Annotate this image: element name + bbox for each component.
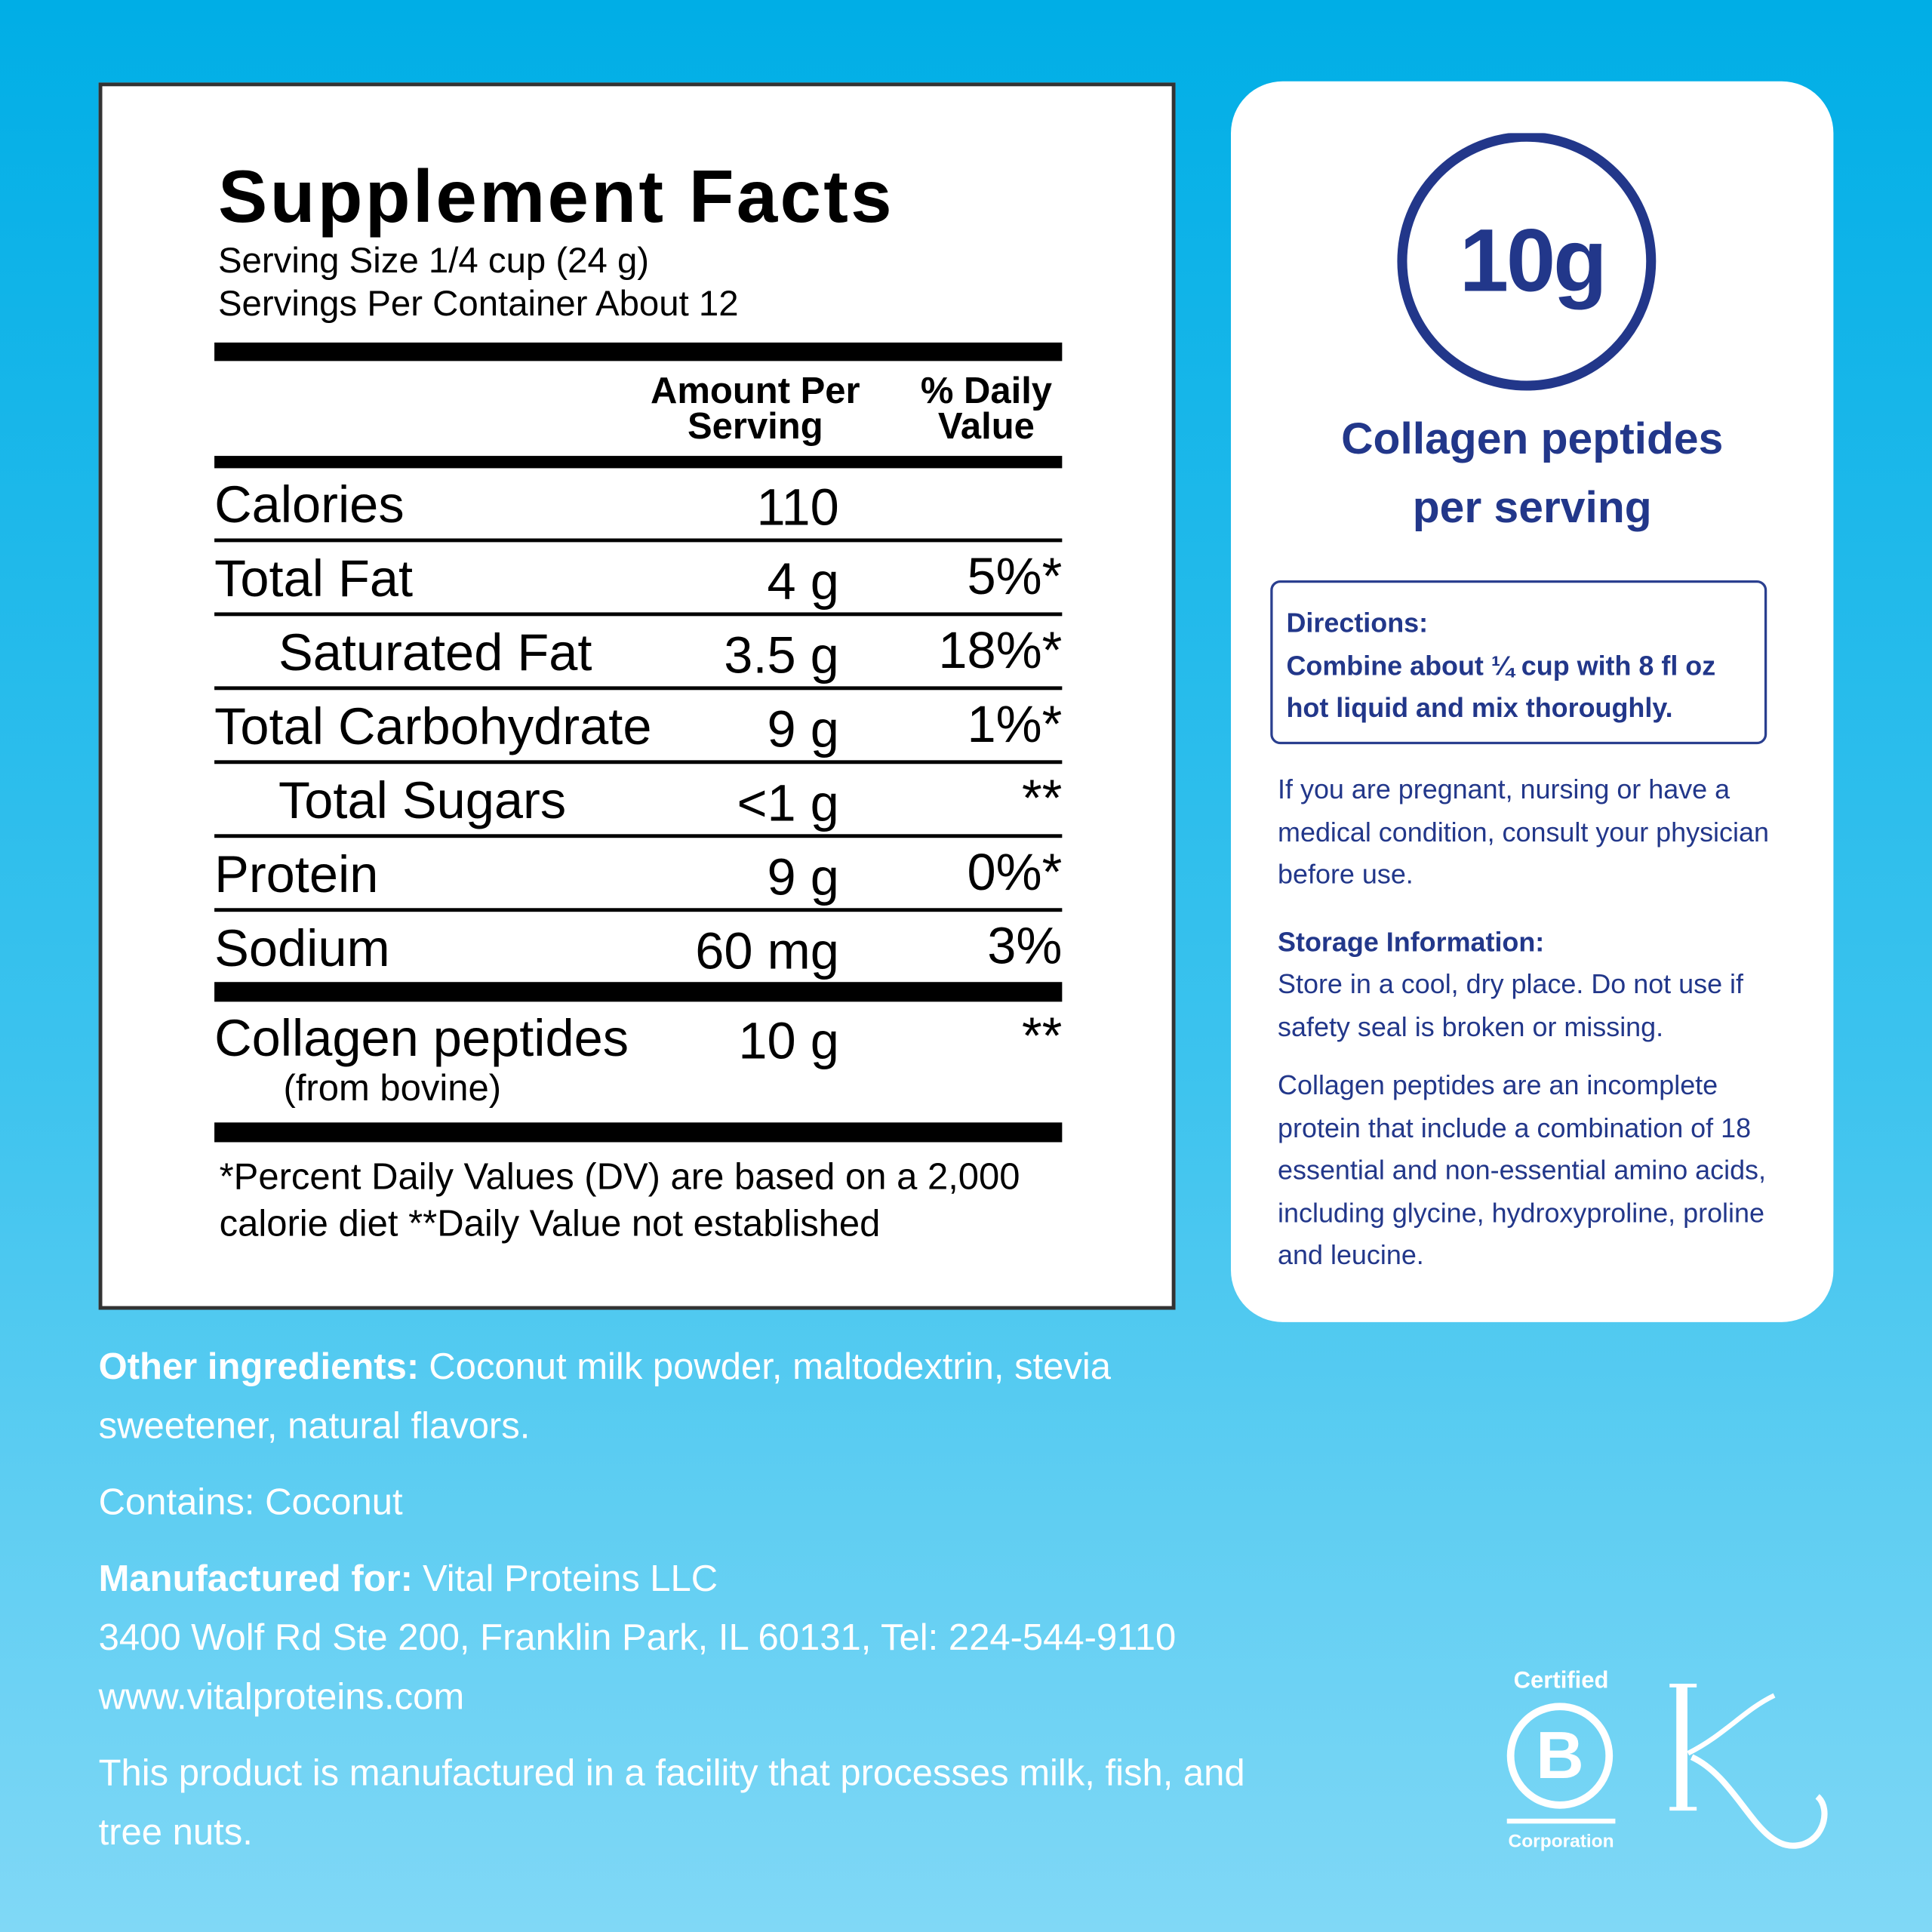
highlight-amount: 10g: [1459, 211, 1607, 311]
servings-per-container: Servings Per Container About 12: [217, 285, 739, 325]
nutrient-row: Saturated Fat 3.5 g 18%*: [214, 616, 1063, 691]
nutrient-row: Collagen peptides (from bovine) 10 g **: [214, 1001, 1062, 1122]
nutrient-row: Total Carbohydrate 9 g 1%*: [214, 690, 1062, 764]
ingredients-label: Other ingredients:: [98, 1346, 420, 1388]
nutrient-daily-value: 18%*: [938, 620, 1063, 679]
bcorp-rule: [1506, 1818, 1616, 1824]
k-logo: [1669, 1684, 1828, 1849]
thick-rule: [214, 982, 1063, 1002]
nutrient-daily-value: **: [1021, 768, 1063, 827]
bcorp-circle: [1506, 1703, 1614, 1809]
k-serifs: [1669, 1684, 1697, 1811]
storage-heading: Storage Information:: [1278, 926, 1545, 958]
nutrient-row: Total Sugars <1 g **: [214, 764, 1062, 838]
contains: Contains: Coconut: [98, 1482, 403, 1523]
manufacturer-address: 3400 Wolf Rd Ste 200, Franklin Park, IL …: [98, 1617, 1177, 1659]
nutrient-name: Total Fat: [214, 549, 414, 608]
nutrient-daily-value: **: [1021, 1006, 1063, 1065]
nutrient-table: Calories 110 Total Fat 4 g 5%* Saturated Fat 3…: [214, 468, 1062, 1247]
manufacturer-name: Vital Proteins LLC: [423, 1558, 718, 1600]
bcorp-bottom: Corporation: [1509, 1831, 1614, 1851]
thick-rule: [214, 1122, 1063, 1143]
circle-ring: [1397, 133, 1657, 391]
supplement-facts-panel: Supplement Facts Serving Size 1/4 cup (2…: [98, 82, 1176, 1310]
nutrient-name: Saturated Fat: [278, 623, 592, 681]
nutrient-amount: 3.5 g: [724, 626, 839, 685]
nutrient-name: Total Sugars: [278, 771, 567, 829]
nutrient-daily-value: 0%*: [967, 842, 1063, 901]
thick-rule: [214, 342, 1063, 361]
warning: If you are pregnant, nursing or have a m…: [1278, 774, 1769, 890]
nutrient-amount: 9 g: [767, 848, 839, 906]
nutrient-amount: 110: [756, 478, 839, 537]
nutrient-name: Protein: [214, 845, 379, 903]
serving-size: Serving Size 1/4 cup (24 g): [217, 242, 650, 281]
directions-box: Directions: Combine about ¼ cup with 8 f…: [1270, 580, 1767, 745]
manufacturer-label: Manufactured for:: [98, 1558, 413, 1600]
collagen-note: Collagen peptides are an incomplete prot…: [1278, 1069, 1766, 1271]
medium-rule: [214, 456, 1063, 469]
nutrient-row: Protein 9 g 0%*: [214, 838, 1062, 912]
nutrient-amount: 4 g: [767, 552, 839, 611]
nutrient-row: Total Fat 4 g 5%*: [214, 542, 1063, 617]
nutrient-note: (from bovine): [283, 1068, 502, 1109]
facts-title: Supplement Facts: [217, 155, 894, 238]
nutrient-name: Sodium: [214, 918, 390, 977]
daily-value-header: % Daily Value: [920, 371, 1053, 448]
nutrient-name: Total Carbohydrate: [214, 697, 652, 755]
nutrient-amount: 9 g: [767, 700, 839, 758]
amount-header: Amount Per Serving: [651, 371, 860, 448]
storage-text: Store in a cool, dry place. Do not use i…: [1278, 968, 1743, 1042]
directions: Directions: Combine about ¼ cup with 8 f…: [1273, 583, 1761, 730]
footnote: *Percent Daily Values (DV) are based on …: [219, 1157, 1020, 1244]
nutrient-amount: <1 g: [737, 774, 839, 832]
k-leg: [1690, 1754, 1828, 1849]
nutrient-name: Calories: [214, 475, 405, 534]
nutrient-row: Sodium 60 mg 3%: [214, 912, 1062, 982]
bcorp-top: Certified: [1514, 1667, 1609, 1694]
nutrient-name: Collagen peptides: [214, 1009, 629, 1067]
ingredients-text: Coconut milk powder, maltodextrin, stevi…: [98, 1346, 1112, 1447]
info-card: 10g Collagen peptides per serving Direct…: [1231, 81, 1834, 1322]
manufacturer: Manufactured for: Vital Proteins LLC: [99, 1550, 718, 1609]
allergen-note: This product is manufactured in a facili…: [98, 1753, 1245, 1854]
directions-text: Combine about ¼ cup with 8 fl oz hot liq…: [1286, 650, 1716, 724]
directions-heading: Directions:: [1286, 607, 1429, 638]
nutrient-amount: 10 g: [738, 1011, 839, 1070]
k-arm: [1687, 1693, 1776, 1756]
bcorp-letter: B: [1536, 1718, 1584, 1792]
nutrient-daily-value: 1%*: [967, 694, 1063, 753]
nutrient-amount: 60 mg: [695, 921, 839, 980]
highlight-label: Collagen peptides per serving: [1341, 412, 1724, 533]
amount-circle: [1397, 133, 1657, 391]
nutrient-daily-value: 5%*: [967, 546, 1063, 605]
nutrient-row: Calories 110: [214, 468, 1063, 543]
ingredients: Other ingredients: Coconut milk powder, m…: [99, 1338, 1146, 1457]
logos: Certified B Corporation: [1506, 1667, 1828, 1851]
website: www.vitalproteins.com: [98, 1677, 465, 1718]
nutrient-daily-value: 3%: [987, 916, 1063, 975]
